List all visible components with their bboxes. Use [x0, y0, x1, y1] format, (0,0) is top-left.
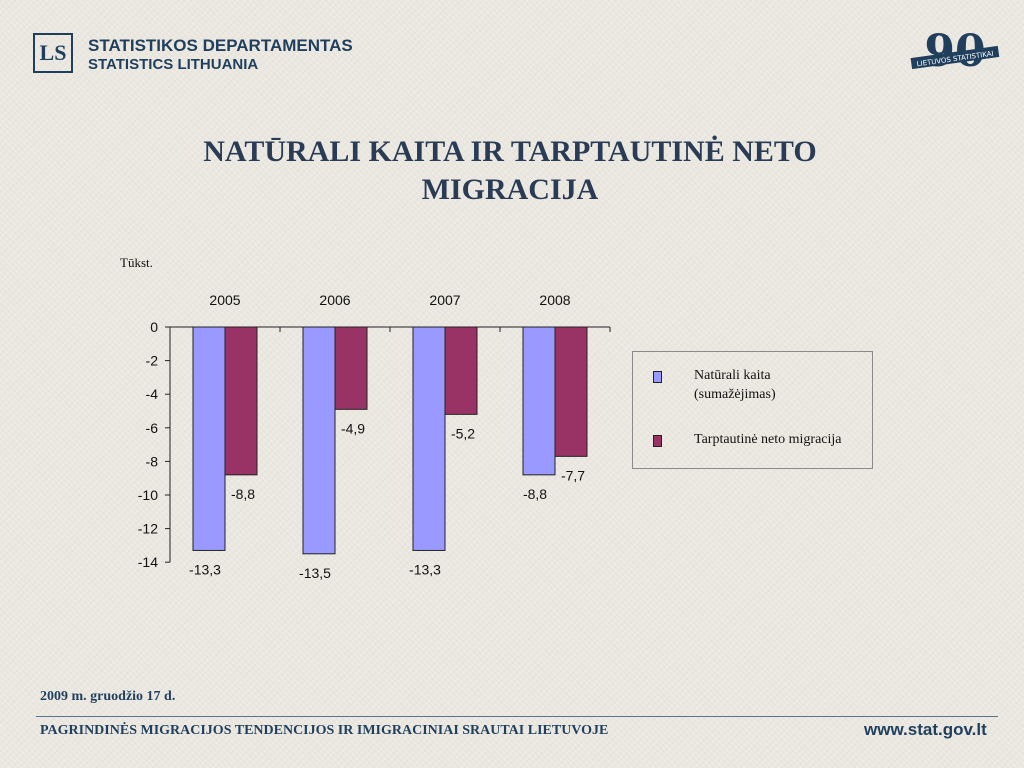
bar-chart: 0 -2 -4 -6 -8 -10 -12 -14 2005 2006 2007 2008 -13,3 -…	[138, 292, 611, 581]
data-label: -4,9	[341, 420, 365, 436]
bar-net-migration	[554, 326, 588, 457]
unit-label: Tūkst.	[120, 255, 153, 270]
y-tick-label: -4	[146, 386, 159, 402]
legend-label-natural-change: Natūrali kaita (sumažėjimas)	[694, 368, 776, 402]
bar-net-migration	[224, 326, 258, 476]
x-category-label: 2006	[319, 292, 350, 308]
bar-natural-change	[412, 326, 446, 551]
y-tick-label: 0	[150, 319, 158, 335]
y-tick-label: -8	[146, 453, 159, 469]
legend-swatch-net-migration	[653, 435, 662, 447]
bar-net-migration	[334, 326, 368, 410]
data-label: -8,8	[523, 486, 547, 502]
data-label: -7,7	[561, 467, 585, 483]
logo-icon: LS	[33, 33, 73, 73]
footer-divider	[36, 716, 998, 717]
title-line2: MIGRACIJA	[421, 173, 599, 206]
legend-swatch-natural-change	[653, 371, 662, 383]
data-label: -13,3	[189, 561, 221, 577]
y-tick-label: -10	[138, 487, 158, 503]
presentation-date: 2009 m. gruodžio 17 d.	[40, 689, 176, 704]
website-link[interactable]: www.stat.gov.lt	[864, 720, 987, 739]
data-label: -5,2	[451, 425, 475, 441]
legend-label-net-migration: Tarptautinė neto migracija	[694, 432, 842, 447]
x-category-label: 2007	[429, 292, 460, 308]
data-label: -8,8	[231, 486, 255, 502]
organization-name: STATISTIKOS DEPARTAMENTAS STATISTICS LIT…	[88, 36, 353, 74]
org-name-line2: STATISTICS LITHUANIA	[88, 56, 259, 73]
footer-title: PAGRINDINĖS MIGRACIJOS TENDENCIJOS IR IM…	[40, 723, 609, 738]
bar-natural-change	[192, 326, 226, 551]
bar-natural-change	[522, 326, 556, 476]
y-tick-label: -6	[146, 420, 159, 436]
page-title: NATŪRALI KAITA IR TARPTAUTINĖ NETO MIGRA…	[100, 133, 920, 209]
x-category-label: 2005	[209, 292, 240, 308]
anniversary-logo: 90 LIETUVOS STATISTIKAI	[910, 28, 1000, 77]
bar-natural-change	[302, 326, 336, 555]
x-category-label: 2008	[539, 292, 570, 308]
data-label: -13,5	[299, 565, 331, 581]
title-line1: NATŪRALI KAITA IR TARPTAUTINĖ NETO	[203, 135, 817, 168]
data-label: -13,3	[409, 561, 441, 577]
chart-legend: Natūrali kaita (sumažėjimas) Tarptautinė…	[632, 351, 873, 469]
org-name-line1: STATISTIKOS DEPARTAMENTAS	[88, 36, 353, 55]
y-tick-label: -14	[138, 554, 158, 570]
bar-net-migration	[444, 326, 478, 415]
y-tick-label: -12	[138, 521, 158, 537]
y-tick-label: -2	[146, 353, 159, 369]
